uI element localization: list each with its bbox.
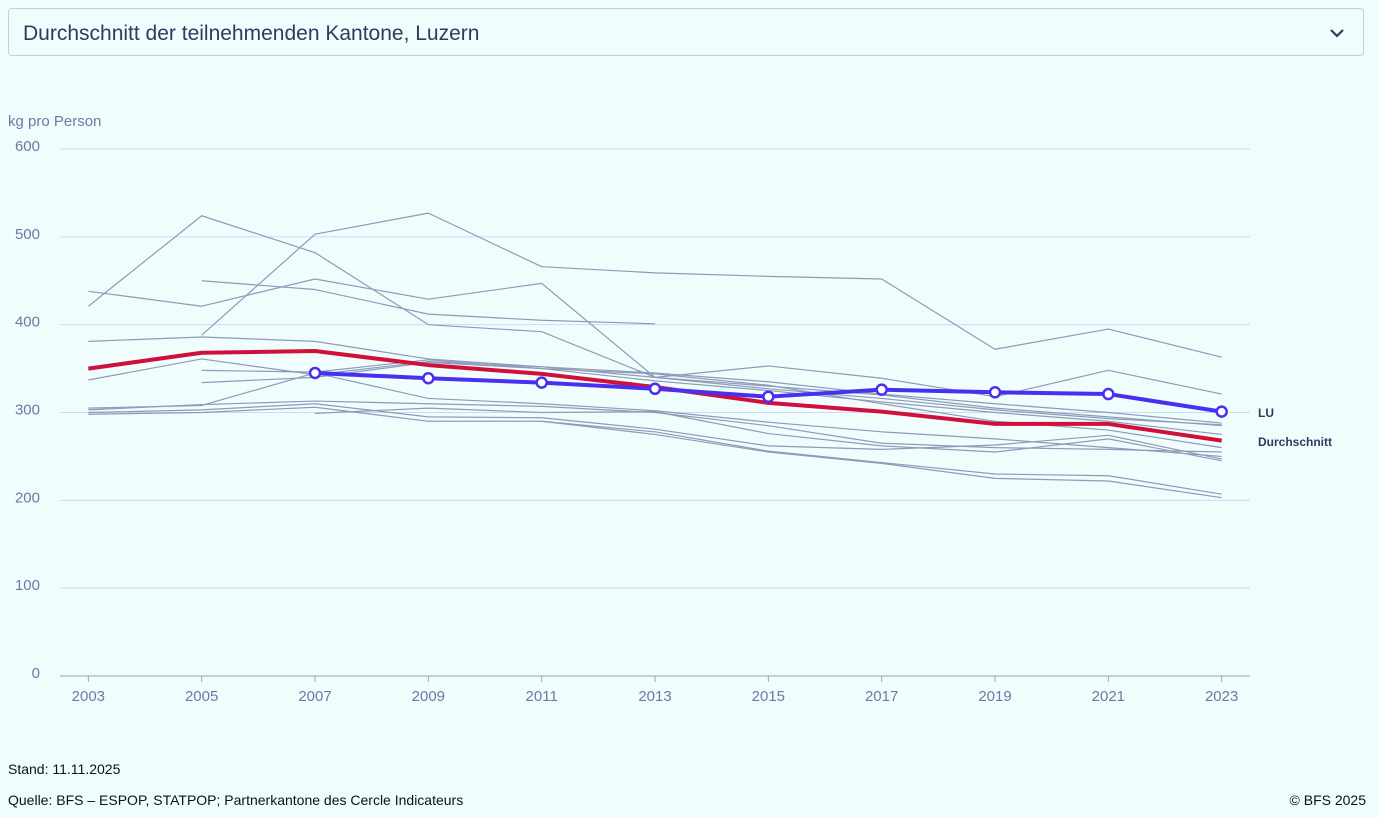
x-tick-label: 2007 bbox=[298, 688, 331, 705]
x-tick-label: 2017 bbox=[865, 688, 898, 705]
x-tick-label: 2005 bbox=[185, 688, 218, 705]
y-tick-label: 500 bbox=[15, 226, 40, 243]
series-line bbox=[88, 278, 1222, 398]
series-line bbox=[88, 349, 1222, 443]
series-end-label: Durchschnitt bbox=[1258, 435, 1332, 449]
data-point bbox=[762, 390, 775, 403]
x-tick-label: 2023 bbox=[1205, 688, 1238, 705]
source-note: Quelle: BFS – ESPOP, STATPOP; Partnerkan… bbox=[8, 792, 464, 808]
y-tick-label: 400 bbox=[15, 314, 40, 331]
y-tick-label: 600 bbox=[15, 138, 40, 155]
series-end-label: LU bbox=[1258, 406, 1274, 420]
data-point bbox=[1102, 387, 1115, 401]
x-tick-label: 2009 bbox=[412, 688, 445, 705]
x-tick-label: 2021 bbox=[1092, 688, 1125, 705]
series-line bbox=[201, 212, 1222, 358]
x-tick-label: 2013 bbox=[638, 688, 671, 705]
y-axis-label: kg pro Person bbox=[8, 113, 101, 130]
y-tick-label: 300 bbox=[15, 401, 40, 418]
data-point bbox=[308, 366, 322, 380]
y-tick-label: 0 bbox=[32, 665, 40, 682]
y-tick-label: 200 bbox=[15, 489, 40, 506]
x-tick-label: 2015 bbox=[752, 688, 785, 705]
data-point bbox=[875, 383, 888, 396]
series-line bbox=[88, 336, 1222, 424]
series-line bbox=[541, 420, 1222, 499]
copyright: © BFS 2025 bbox=[1289, 792, 1366, 808]
dropdown[interactable]: Durchschnitt der teilnehmenden Kantone, … bbox=[8, 8, 1364, 56]
series-line bbox=[314, 407, 1222, 462]
series-line bbox=[201, 359, 1222, 436]
x-tick-label: 2011 bbox=[526, 688, 558, 705]
series-line bbox=[88, 406, 1222, 495]
chevron-icon bbox=[1330, 29, 1344, 38]
x-tick-label: 2003 bbox=[72, 688, 105, 705]
x-tick-label: 2019 bbox=[978, 688, 1011, 705]
series-line bbox=[88, 400, 1222, 453]
data-point bbox=[1215, 405, 1228, 418]
data-point bbox=[648, 382, 662, 396]
date-note: Stand: 11.11.2025 bbox=[8, 761, 121, 777]
series-line bbox=[201, 280, 656, 325]
series-line bbox=[88, 358, 1222, 426]
data-point bbox=[422, 371, 435, 385]
series-line bbox=[88, 403, 1222, 460]
data-point bbox=[988, 386, 1002, 399]
dropdown-label: Durchschnitt der teilnehmenden Kantone, … bbox=[23, 22, 480, 45]
data-point bbox=[535, 376, 548, 389]
y-tick-label: 100 bbox=[15, 577, 40, 594]
